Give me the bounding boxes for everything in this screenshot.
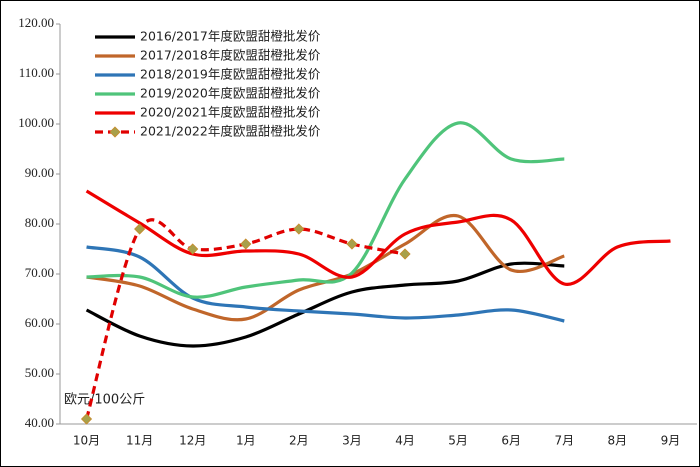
x-tick-label: 8月 — [608, 434, 628, 448]
legend-marker — [109, 126, 121, 138]
legend-label: 2018/2019年度欧盟甜橙批发价 — [140, 67, 321, 82]
x-tick-label: 2月 — [289, 434, 309, 448]
marker — [240, 238, 252, 250]
y-tick-label: 80.00 — [25, 215, 54, 230]
x-tick-label: 7月 — [554, 434, 574, 448]
series-line — [85, 218, 406, 420]
marker — [80, 413, 93, 425]
y-tick-label: 40.00 — [25, 415, 54, 430]
x-tick-label: 9月 — [661, 434, 681, 448]
marker — [293, 223, 305, 235]
x-tick-label: 1月 — [236, 434, 256, 448]
x-tick-label: 12月 — [179, 434, 206, 448]
y-axis-label: 欧元/100公斤 — [64, 393, 145, 408]
series-line — [86, 213, 565, 322]
x-tick-label: 11月 — [126, 434, 153, 448]
legend-label: 2016/2017年度欧盟甜橙批发价 — [140, 29, 321, 44]
y-tick-label: 110.00 — [19, 65, 54, 80]
x-tick-label: 5月 — [448, 434, 468, 448]
y-tick-label: 50.00 — [25, 365, 54, 380]
y-tick-label: 120.00 — [18, 15, 54, 30]
marker — [399, 248, 411, 260]
y-tick-label: 60.00 — [25, 315, 54, 330]
y-tick-label: 70.00 — [25, 265, 54, 280]
marker — [134, 223, 146, 235]
x-tick-label: 3月 — [342, 434, 362, 448]
legend-label: 2020/2021年度欧盟甜橙批发价 — [140, 105, 321, 120]
series-line — [85, 261, 565, 348]
marker — [187, 243, 199, 255]
x-tick-label: 6月 — [501, 434, 521, 448]
legend-label: 2017/2018年度欧盟甜橙批发价 — [140, 48, 321, 63]
y-tick-label: 100.00 — [18, 115, 54, 130]
marker — [346, 238, 358, 250]
y-tick-label: 90.00 — [25, 165, 54, 180]
x-tick-label: 10月 — [73, 434, 100, 448]
x-tick-label: 4月 — [395, 434, 415, 448]
legend-label: 2021/2022年度欧盟甜橙批发价 — [140, 124, 321, 139]
legend-label: 2019/2020年度欧盟甜橙批发价 — [140, 86, 321, 101]
series-line — [86, 245, 565, 323]
